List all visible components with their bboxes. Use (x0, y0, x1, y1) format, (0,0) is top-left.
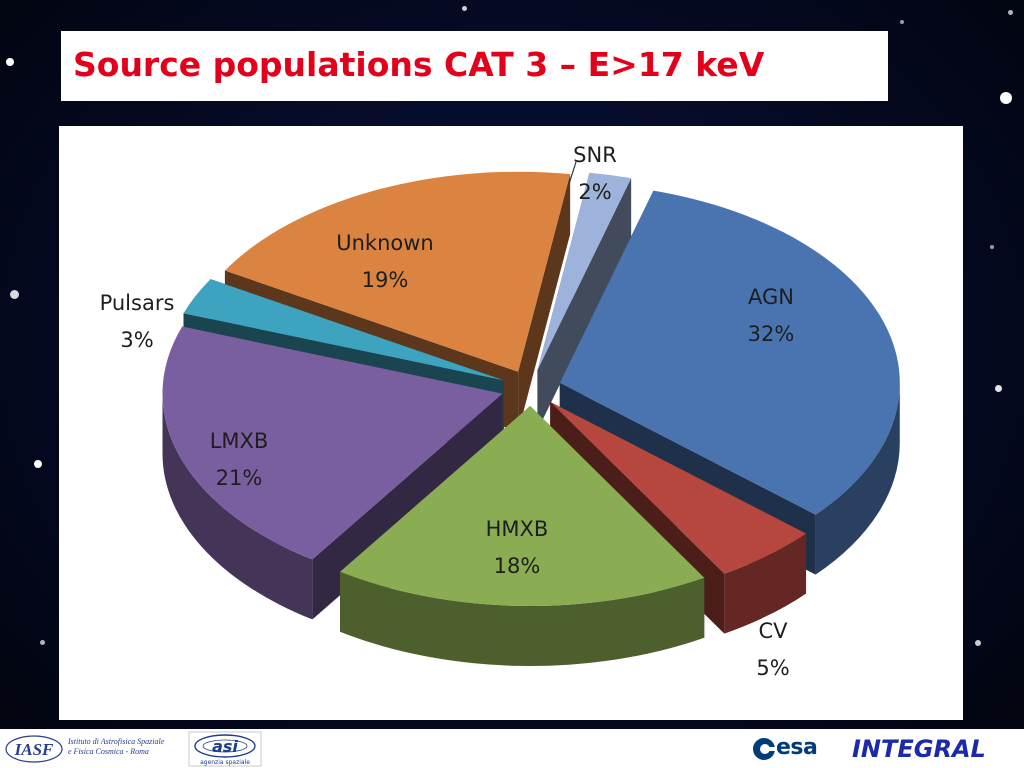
slice-label-unknown: Unknown (336, 231, 433, 255)
slice-label-snr: SNR (573, 143, 617, 167)
esa-logo: esa (752, 735, 842, 763)
esa-emblem-icon (753, 738, 777, 760)
slice-value-pulsars: 3% (120, 328, 153, 352)
star (900, 20, 904, 24)
data-label-snr: SNR 2% (568, 143, 617, 204)
data-label-unknown: Unknown 19% (336, 231, 433, 292)
iasf-institute-text: Istituto di Astrofisica Spaziale e Fisic… (68, 737, 165, 756)
star (10, 290, 19, 299)
star (995, 385, 1002, 392)
svg-text:agenzia spaziale: agenzia spaziale (200, 759, 250, 766)
star (975, 640, 981, 646)
slice-label-pulsars: Pulsars (100, 291, 175, 315)
slide-title-box: Source populations CAT 3 – E>17 keV (61, 31, 888, 101)
slice-label-agn: AGN (748, 285, 794, 309)
pie-chart-panel: AGN 32% CV 5% HMXB 18% LMXB 21% Pulsars 3% Unknown… (59, 126, 963, 720)
slice-value-cv: 5% (756, 656, 789, 680)
leader-line-snr (568, 161, 577, 185)
pie-slice-hmxb (340, 405, 705, 666)
esa-wordmark: esa (776, 735, 818, 760)
star (6, 58, 14, 66)
data-label-hmxb: HMXB 18% (486, 517, 549, 578)
slice-label-hmxb: HMXB (486, 517, 549, 541)
integral-wordmark: INTEGRAL (852, 735, 986, 763)
svg-text:asi: asi (212, 737, 238, 756)
data-label-lmxb: LMXB 21% (210, 429, 269, 490)
star (1000, 92, 1012, 104)
data-label-pulsars: Pulsars 3% (100, 291, 175, 352)
data-label-agn: AGN 32% (748, 285, 795, 346)
star (990, 245, 994, 249)
svg-text:IASF: IASF (14, 740, 54, 759)
pie-chart: AGN 32% CV 5% HMXB 18% LMXB 21% Pulsars 3% Unknown… (100, 143, 900, 680)
star (462, 6, 467, 11)
asi-logo: asi agenzia spaziale (188, 731, 262, 767)
footer-bar: IASF Istituto di Astrofisica Spaziale e … (0, 729, 1024, 768)
slice-label-cv: CV (758, 619, 788, 643)
iasf-logo: IASF (5, 735, 63, 763)
slide-title: Source populations CAT 3 – E>17 keV (73, 45, 765, 84)
slice-value-hmxb: 18% (494, 554, 541, 578)
slice-value-snr: 2% (578, 180, 611, 204)
slice-label-lmxb: LMXB (210, 429, 269, 453)
star (34, 460, 42, 468)
slice-value-agn: 32% (748, 322, 795, 346)
data-label-cv: CV 5% (756, 619, 789, 680)
slice-value-lmxb: 21% (216, 466, 263, 490)
star (1008, 10, 1013, 15)
star (40, 640, 45, 645)
slice-value-unknown: 19% (362, 268, 409, 292)
pie-slice-snr (537, 172, 632, 431)
